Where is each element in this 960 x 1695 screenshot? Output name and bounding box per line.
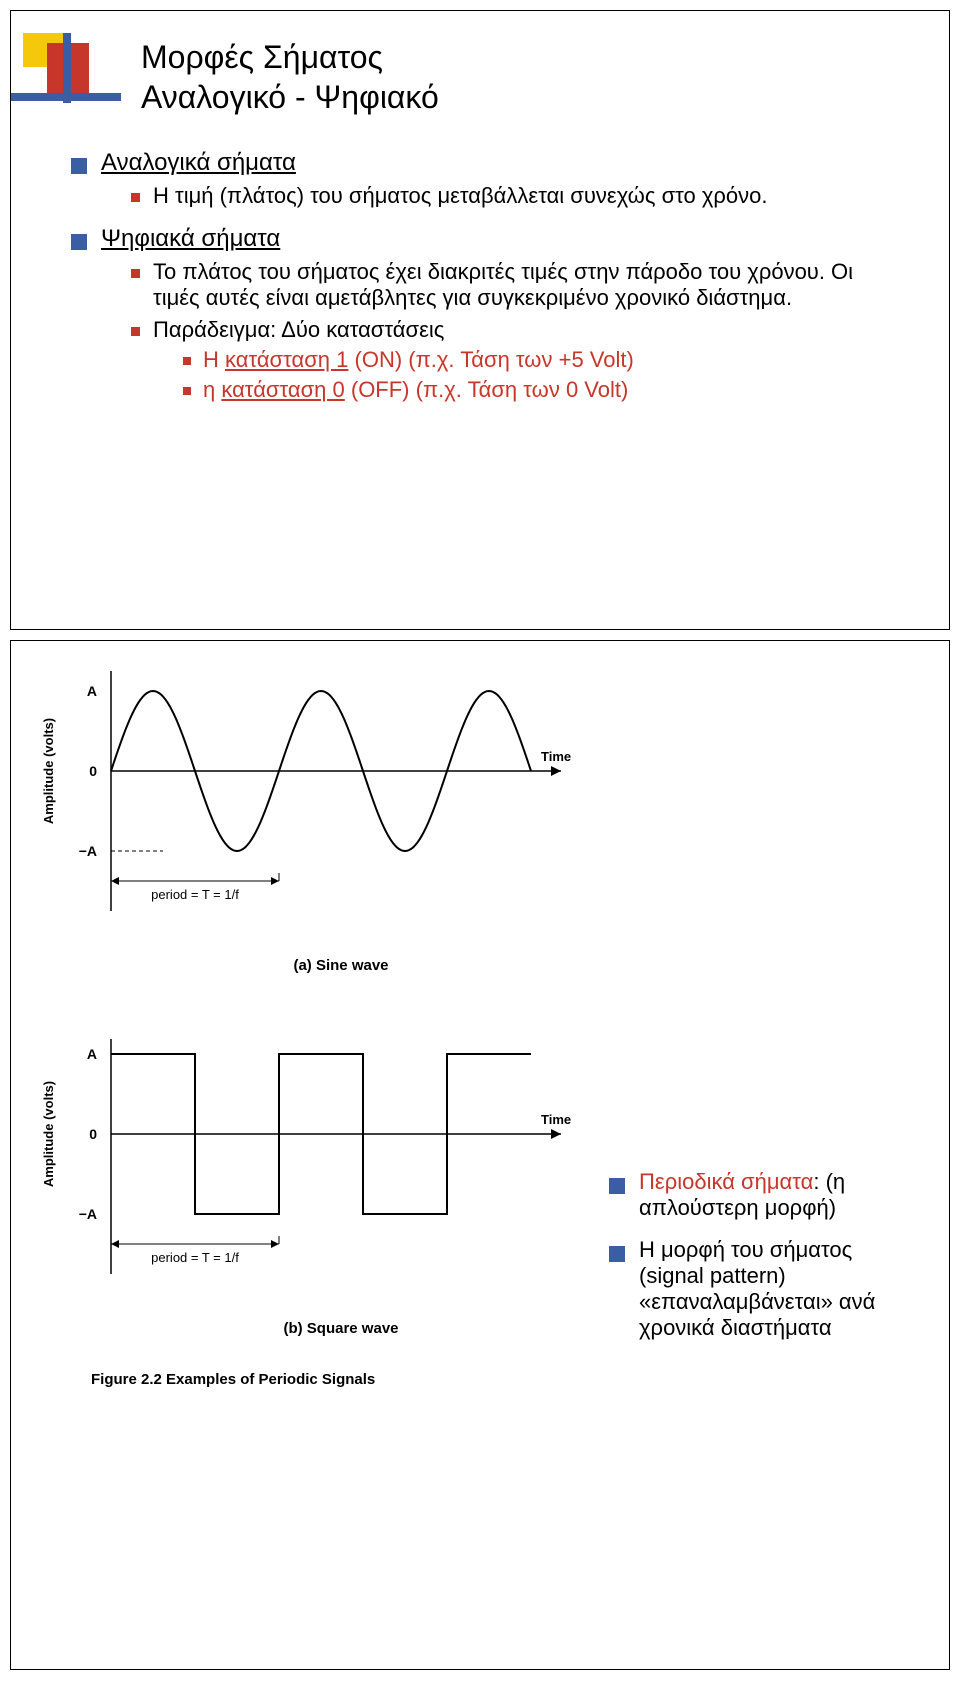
svg-text:0: 0 <box>89 1126 97 1142</box>
slide-2: A 0 −A Amplitude (volts) Time period = T = 1/… <box>10 640 950 1670</box>
state-1-pre: Η <box>203 347 225 372</box>
slide-1: Μορφές Σήματος Αναλογικό - Ψηφιακό Αναλο… <box>10 10 950 630</box>
title-line-2: Αναλογικό - Ψηφιακό <box>141 79 439 115</box>
bullet-digital-heading: Ψηφιακά σήματα <box>101 225 280 252</box>
logo-v-bar <box>63 33 71 103</box>
bullet-digital: Ψηφιακά σήματα Το πλάτος του σήματος έχε… <box>71 225 889 403</box>
svg-text:0: 0 <box>89 763 97 779</box>
side-bullet-2: Η μορφή του σήματος (signal pattern) «επ… <box>609 1237 909 1341</box>
figure-caption: Figure 2.2 Examples of Periodic Signals <box>91 1371 611 1388</box>
square-wave-chart: A 0 −A Amplitude (volts) Time period = T = 1/… <box>31 1024 611 1324</box>
state-0-underline: κατάσταση 0 <box>221 377 344 402</box>
state-1-underline: κατάσταση 1 <box>225 347 348 372</box>
bullet-digital-sub2: Παράδειγμα: Δύο καταστάσεις Η κατάσταση … <box>131 317 889 403</box>
state-0-post: (OFF) (π.χ. Τάση των 0 Volt) <box>345 377 629 402</box>
title-line-1: Μορφές Σήματος <box>141 39 383 75</box>
bullet-digital-sub2-text: Παράδειγμα: Δύο καταστάσεις <box>153 317 444 342</box>
svg-text:−A: −A <box>79 843 97 859</box>
state-0-line: η κατάσταση 0 (OFF) (π.χ. Τάση των 0 Vol… <box>183 377 889 403</box>
figure-area: A 0 −A Amplitude (volts) Time period = T = 1/… <box>31 661 611 1388</box>
side-bullet-1-red: Περιοδικά σήματα <box>639 1169 813 1194</box>
corner-logo <box>11 33 121 103</box>
bullet-analog-sub1: Η τιμή (πλάτος) του σήματος μεταβάλλεται… <box>131 183 889 209</box>
svg-text:A: A <box>87 1046 97 1062</box>
svg-text:Time: Time <box>541 1112 571 1127</box>
sine-subtitle: (a) Sine wave <box>91 957 591 974</box>
state-1-line: Η κατάσταση 1 (ON) (π.χ. Τάση των +5 Vol… <box>183 347 889 373</box>
svg-text:Amplitude (volts): Amplitude (volts) <box>41 1081 56 1187</box>
bullet-analog-heading: Αναλογικά σήματα <box>101 149 296 176</box>
svg-text:period = T = 1/f: period = T = 1/f <box>151 887 239 902</box>
slide-1-body: Αναλογικά σήματα Η τιμή (πλάτος) του σήμ… <box>71 141 889 419</box>
side-bullet-1: Περιοδικά σήματα: (η απλούστερη μορφή) <box>609 1169 909 1221</box>
state-0-pre: η <box>203 377 221 402</box>
side-bullets: Περιοδικά σήματα: (η απλούστερη μορφή) Η… <box>609 1161 909 1357</box>
square-subtitle: (b) Square wave <box>91 1320 591 1337</box>
svg-text:Time: Time <box>541 749 571 764</box>
svg-text:−A: −A <box>79 1206 97 1222</box>
svg-text:A: A <box>87 683 97 699</box>
sine-wave-chart: A 0 −A Amplitude (volts) Time period = T = 1/… <box>31 661 611 961</box>
bullet-analog: Αναλογικά σήματα Η τιμή (πλάτος) του σήμ… <box>71 149 889 209</box>
svg-text:period = T = 1/f: period = T = 1/f <box>151 1250 239 1265</box>
slide-title: Μορφές Σήματος Αναλογικό - Ψηφιακό <box>141 37 439 117</box>
svg-text:Amplitude (volts): Amplitude (volts) <box>41 718 56 824</box>
state-1-post: (ON) (π.χ. Τάση των +5 Volt) <box>348 347 633 372</box>
bullet-digital-sub1: Το πλάτος του σήματος έχει διακριτές τιμ… <box>131 259 889 311</box>
